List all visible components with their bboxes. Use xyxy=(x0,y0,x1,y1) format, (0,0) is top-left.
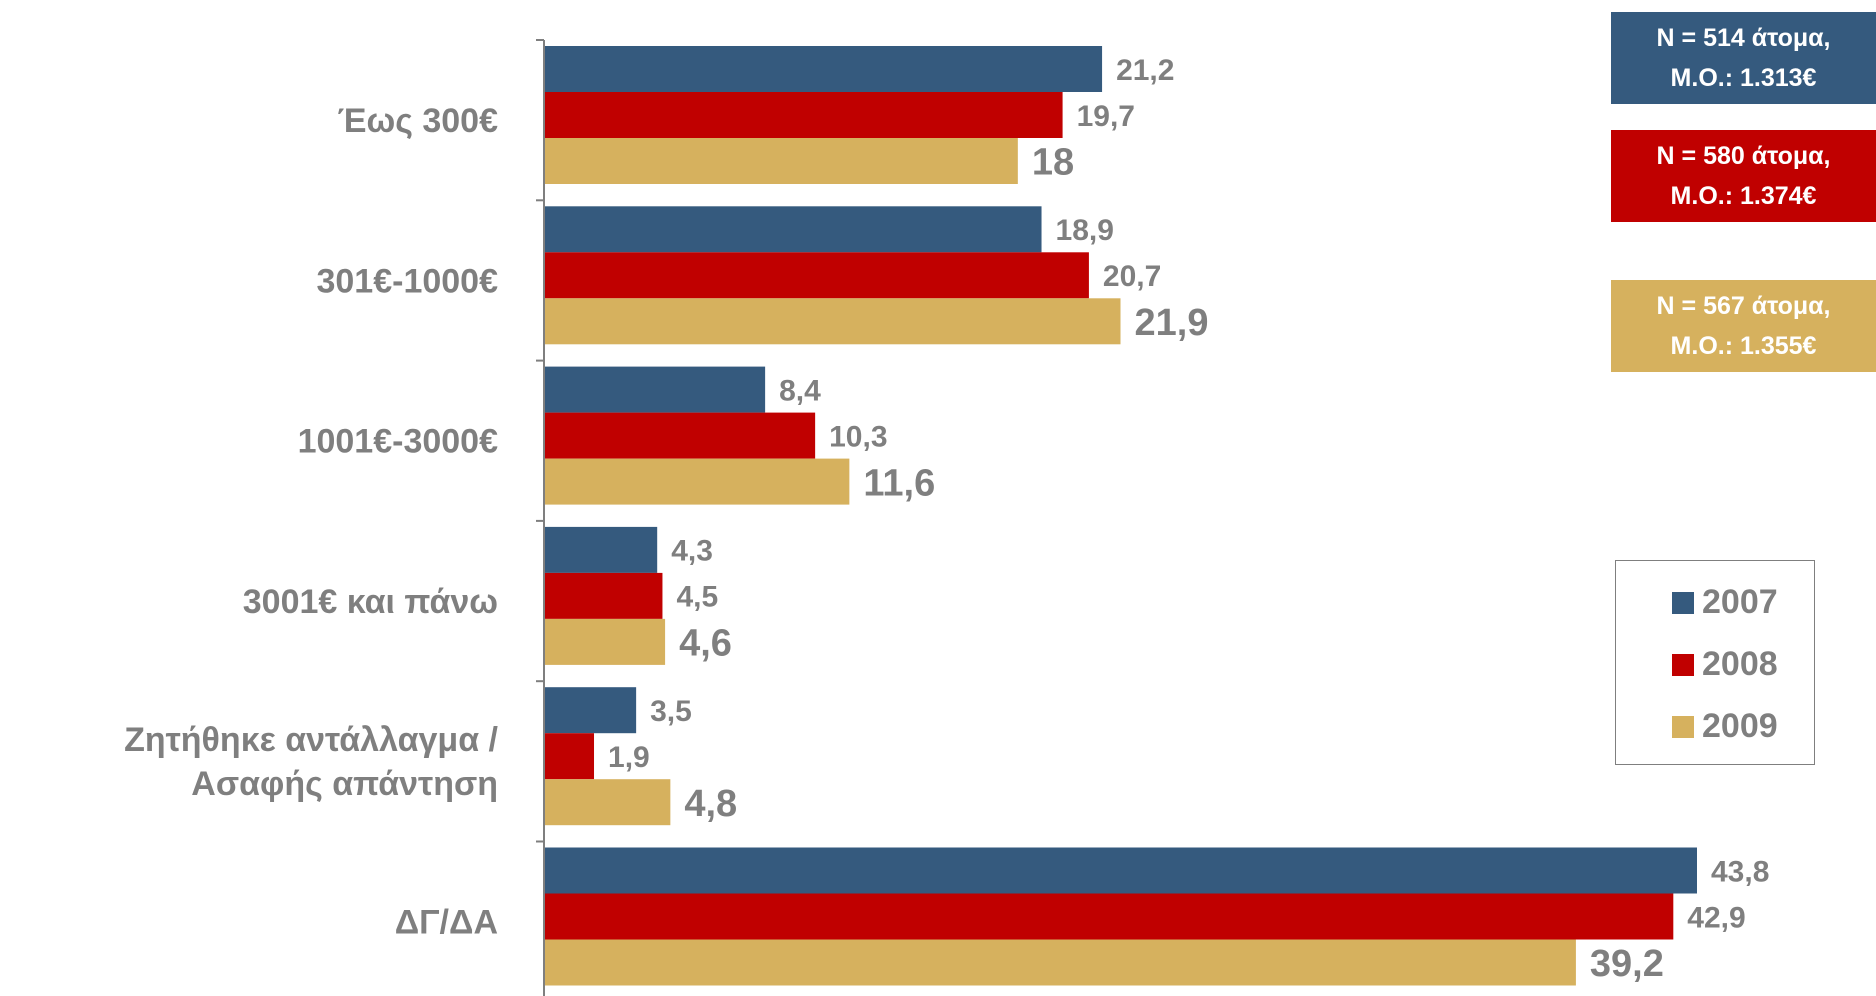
data-label-2007-0: 21,2 xyxy=(1116,54,1174,87)
bar-2008-5 xyxy=(544,893,1674,940)
info-box-2009-line2: M.O.: 1.355€ xyxy=(1670,332,1817,360)
info-box-2007: N = 514 άτομα, M.O.: 1.313€ xyxy=(1611,12,1876,104)
bar-2009-5 xyxy=(544,939,1576,986)
data-label-2008-1: 20,7 xyxy=(1103,260,1161,293)
legend-item-2007: 2007 xyxy=(1672,583,1778,622)
bar-2008-3 xyxy=(544,572,663,619)
category-label-5: ΔΓ/ΔΑ xyxy=(395,904,498,942)
category-label-4-0: Ζητήθηκε αντάλλαγμα / xyxy=(124,721,498,759)
category-label-3: 3001€ και πάνω xyxy=(243,583,498,621)
data-label-2009-5: 39,2 xyxy=(1590,943,1664,985)
data-label-2007-4: 3,5 xyxy=(650,695,692,728)
bar-2008-2 xyxy=(544,412,816,459)
bar-2008-4 xyxy=(544,733,595,780)
bar-2007-0 xyxy=(544,46,1103,92)
bar-2009-1 xyxy=(544,298,1121,345)
legend-swatch-2007 xyxy=(1672,591,1694,614)
bar-2009-0 xyxy=(544,138,1018,184)
info-box-2008-line1: N = 580 άτομα, xyxy=(1656,142,1831,170)
info-box-2007-line1: N = 514 άτομα, xyxy=(1656,24,1831,52)
legend-label-2007: 2007 xyxy=(1702,583,1778,621)
category-label-4-1: Ασαφής απάντηση xyxy=(191,765,498,803)
data-label-2008-3: 4,5 xyxy=(676,581,718,614)
category-label-2: 1001€-3000€ xyxy=(298,423,499,461)
bar-2007-2 xyxy=(544,366,766,413)
data-label-2009-3: 4,6 xyxy=(679,623,732,665)
legend-item-2009: 2009 xyxy=(1672,707,1778,746)
category-label-1: 301€-1000€ xyxy=(316,262,498,300)
chart-legend: 2007 2008 2009 xyxy=(1615,560,1815,765)
data-label-2009-0: 18 xyxy=(1032,142,1074,184)
data-label-2007-1: 18,9 xyxy=(1056,214,1114,247)
legend-swatch-2009 xyxy=(1672,715,1694,738)
data-label-2007-2: 8,4 xyxy=(779,374,821,407)
legend-label-2009: 2009 xyxy=(1702,707,1778,745)
info-box-2008-line2: M.O.: 1.374€ xyxy=(1670,182,1817,210)
bar-2007-4 xyxy=(544,687,637,734)
bar-2008-0 xyxy=(544,92,1063,138)
data-label-2009-2: 11,6 xyxy=(863,462,935,504)
legend-label-2008: 2008 xyxy=(1702,645,1778,683)
data-label-2008-5: 42,9 xyxy=(1687,901,1745,934)
info-box-2008: N = 580 άτομα, M.O.: 1.374€ xyxy=(1611,130,1876,222)
data-label-2009-1: 21,9 xyxy=(1135,302,1209,344)
info-box-2009: N = 567 άτομα, M.O.: 1.355€ xyxy=(1611,280,1876,372)
data-label-2007-3: 4,3 xyxy=(671,535,713,568)
data-label-2008-4: 1,9 xyxy=(608,741,650,774)
bar-2009-3 xyxy=(544,618,666,665)
bar-2007-3 xyxy=(544,526,658,573)
bar-2007-5 xyxy=(544,847,1697,894)
bar-2007-1 xyxy=(544,206,1042,253)
bar-2009-2 xyxy=(544,458,850,505)
legend-swatch-2008 xyxy=(1672,653,1694,676)
category-label-0: Έως 300€ xyxy=(338,102,499,140)
info-box-2007-line2: M.O.: 1.313€ xyxy=(1670,64,1817,92)
bar-2008-1 xyxy=(544,252,1089,299)
data-label-2009-4: 4,8 xyxy=(684,783,737,825)
data-label-2008-0: 19,7 xyxy=(1077,100,1135,133)
info-box-2009-line1: N = 567 άτομα, xyxy=(1656,292,1831,320)
data-label-2007-5: 43,8 xyxy=(1711,855,1769,888)
legend-item-2008: 2008 xyxy=(1672,645,1778,684)
data-label-2008-2: 10,3 xyxy=(829,420,887,453)
bar-2009-4 xyxy=(544,779,671,826)
